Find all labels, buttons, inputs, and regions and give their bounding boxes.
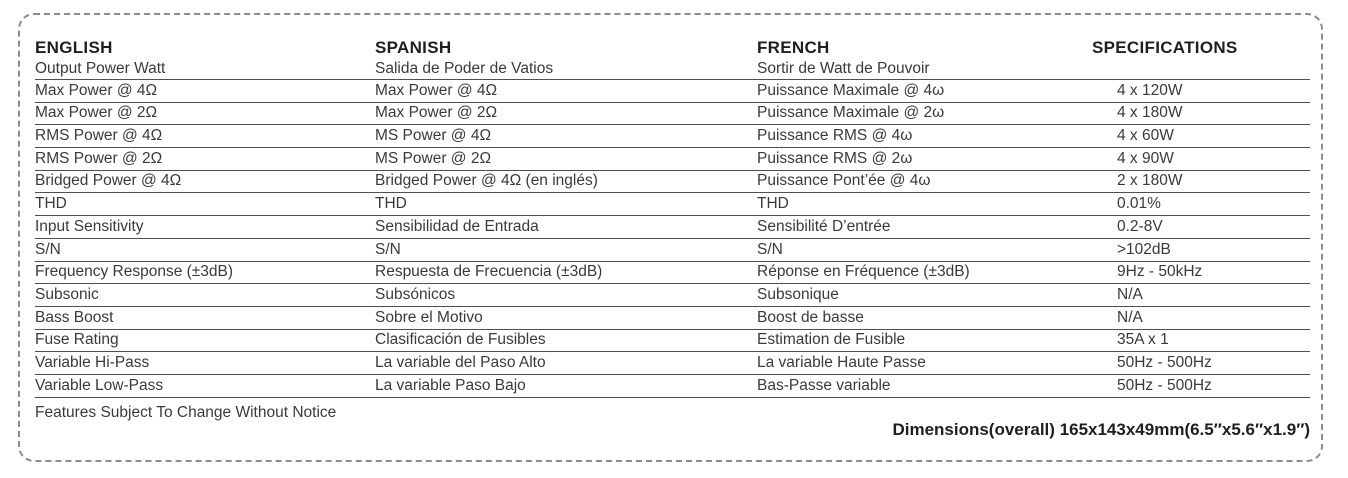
cell-spec-value: 9Hz - 50kHz (1117, 263, 1203, 281)
cell-spanish: Respuesta de Frecuencia (±3dB) (375, 263, 603, 281)
cell-french: Sensibilité D’entrée (757, 217, 891, 235)
cell-french: Réponse en Fréquence (±3dB) (757, 263, 970, 281)
column-header-label: SPANISH (375, 38, 452, 57)
table-row: Max Power @ 4Ω Max Power @ 4Ω Puissance … (35, 80, 1310, 103)
cell-spanish: MS Power @ 2Ω (375, 149, 492, 167)
cell-spec-value: >102dB (1117, 240, 1171, 258)
cell-english: Fuse Rating (35, 331, 119, 349)
cell-french: Boost de basse (757, 308, 864, 326)
dimensions-overall: Dimensions(overall) 165x143x49mm(6.5″x5.… (892, 420, 1310, 439)
cell-spanish: Max Power @ 4Ω (375, 81, 498, 99)
cell-english: Bridged Power @ 4Ω (35, 172, 182, 190)
cell-english: Frequency Response (±3dB) (35, 263, 234, 281)
cell-french: La variable Haute Passe (757, 353, 926, 371)
cell-spanish: Bridged Power @ 4Ω (en inglés) (375, 172, 598, 190)
table-row: Variable Low-Pass La variable Paso Bajo … (35, 375, 1310, 398)
cell-spanish: THD (375, 195, 407, 213)
table-row: Bass Boost Sobre el Motivo Boost de bass… (35, 307, 1310, 330)
cell-spanish: Sensibilidad de Entrada (375, 217, 539, 235)
cell-spanish: Clasificación de Fusibles (375, 331, 546, 349)
cell-english: Bass Boost (35, 308, 114, 326)
cell-spec-value: 4 x 120W (1117, 81, 1183, 99)
spec-table: ENGLISH Output Power Watt SPANISH Salida… (35, 36, 1310, 422)
cell-french: Bas-Passe variable (757, 376, 891, 394)
table-row: THD THD THD 0.01% (35, 193, 1310, 217)
cell-french: Puissance RMS @ 4ω (757, 127, 913, 145)
table-row: S/N S/N S/N >102dB (35, 239, 1310, 262)
table-row: Bridged Power @ 4Ω Bridged Power @ 4Ω (e… (35, 171, 1310, 194)
cell-english: RMS Power @ 2Ω (35, 149, 163, 167)
cell-french: Puissance Maximale @ 4ω (757, 81, 945, 99)
column-header-english: ENGLISH Output Power Watt (35, 36, 375, 79)
cell-spec-value: N/A (1117, 285, 1143, 303)
cell-french: S/N (757, 240, 783, 258)
cell-spec-value: 0.01% (1117, 195, 1161, 213)
features-disclaimer: Features Subject To Change Without Notic… (35, 403, 337, 421)
cell-spec-value: 4 x 180W (1117, 104, 1183, 122)
cell-spec-value: 4 x 60W (1117, 127, 1174, 145)
table-row: Subsonic Subsónicos Subsonique N/A (35, 284, 1310, 307)
table-row: Input Sensitivity Sensibilidad de Entrad… (35, 216, 1310, 239)
column-header-specifications: SPECIFICATIONS (1092, 36, 1310, 58)
cell-english: Max Power @ 2Ω (35, 104, 158, 122)
cell-french: Puissance RMS @ 2ω (757, 149, 913, 167)
column-subheader: Output Power Watt (35, 60, 166, 77)
table-row: Variable Hi-Pass La variable del Paso Al… (35, 352, 1310, 375)
cell-english: Max Power @ 4Ω (35, 81, 158, 99)
cell-spec-value: 0.2-8V (1117, 217, 1163, 235)
cell-spec-value: 4 x 90W (1117, 149, 1174, 167)
cell-english: Input Sensitivity (35, 217, 144, 235)
cell-english: S/N (35, 240, 61, 258)
cell-french: Subsonique (757, 285, 839, 303)
cell-french: Estimation de Fusible (757, 331, 906, 349)
cell-english: RMS Power @ 4Ω (35, 127, 163, 145)
cell-french: Puissance Pont’ée @ 4ω (757, 172, 931, 190)
column-subheader: Salida de Poder de Vatios (375, 60, 554, 77)
cell-spanish: Sobre el Motivo (375, 308, 483, 326)
column-subheader: Sortir de Watt de Pouvoir (757, 60, 930, 77)
cell-spanish: MS Power @ 4Ω (375, 127, 492, 145)
cell-spec-value: 35A x 1 (1117, 331, 1169, 349)
cell-spec-value: 50Hz - 500Hz (1117, 353, 1212, 371)
cell-spec-value: 2 x 180W (1117, 172, 1183, 190)
cell-spanish: Subsónicos (375, 285, 456, 303)
column-header-label: FRENCH (757, 38, 830, 57)
cell-spanish: Max Power @ 2Ω (375, 104, 498, 122)
dashed-border (18, 13, 1323, 462)
cell-spec-value: 50Hz - 500Hz (1117, 376, 1212, 394)
column-header-spanish: SPANISH Salida de Poder de Vatios (375, 36, 757, 79)
cell-english: THD (35, 195, 67, 213)
cell-french: Puissance Maximale @ 2ω (757, 104, 945, 122)
cell-english: Subsonic (35, 285, 99, 303)
column-header-label: SPECIFICATIONS (1092, 38, 1238, 57)
column-header-label: ENGLISH (35, 38, 113, 57)
table-row: RMS Power @ 4Ω MS Power @ 4Ω Puissance R… (35, 125, 1310, 149)
table-row: Max Power @ 2Ω Max Power @ 2Ω Puissance … (35, 103, 1310, 126)
cell-spec-value: N/A (1117, 308, 1143, 326)
cell-spanish: La variable del Paso Alto (375, 353, 546, 371)
table-row: RMS Power @ 2Ω MS Power @ 2Ω Puissance R… (35, 148, 1310, 171)
cell-english: Variable Low-Pass (35, 376, 164, 394)
column-header-french: FRENCH Sortir de Watt de Pouvoir (757, 36, 1092, 79)
cell-spanish: S/N (375, 240, 401, 258)
cell-spanish: La variable Paso Bajo (375, 376, 526, 394)
table-row: Fuse Rating Clasificación de Fusibles Es… (35, 330, 1310, 353)
table-header-row: ENGLISH Output Power Watt SPANISH Salida… (35, 36, 1310, 80)
cell-english: Variable Hi-Pass (35, 353, 150, 371)
table-row: Frequency Response (±3dB) Respuesta de F… (35, 262, 1310, 285)
cell-french: THD (757, 195, 789, 213)
